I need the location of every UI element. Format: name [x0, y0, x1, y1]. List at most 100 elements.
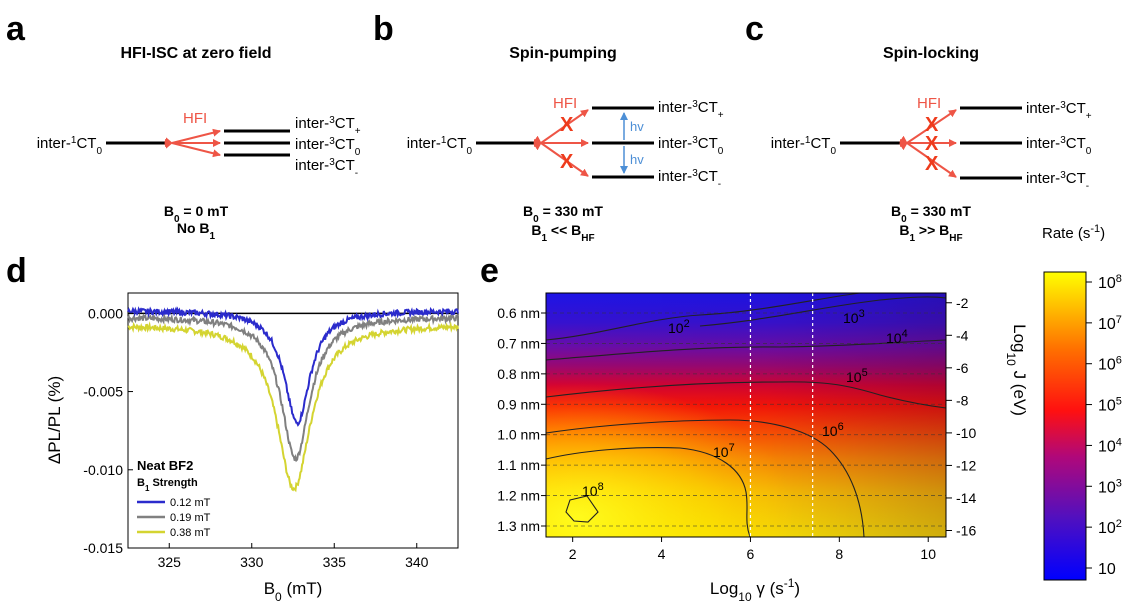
contour-1e3: [699, 296, 947, 327]
right-tick-label: -14: [956, 490, 976, 506]
left-tick-label: 0.8 nm: [497, 366, 540, 382]
triplet-zero-label-c: inter-3CT0: [1026, 135, 1092, 157]
series-line-3: [127, 321, 459, 493]
block-mark-minus-c: X: [925, 153, 939, 175]
legend-entry: 0.38 mT: [170, 527, 211, 539]
right-ticks-e: -2 -4 -6 -8 -10 -12 -14 -16: [946, 295, 976, 538]
x-axis-label-e: Log10 γ (s-1): [710, 576, 800, 602]
contour-1e4: [545, 339, 947, 361]
triplet-plus-label-a: inter-3CT+: [295, 115, 361, 137]
colorbar-tick-label: 10: [1098, 561, 1116, 578]
colorbar-tick-label: 104: [1098, 436, 1122, 455]
left-tick-label: 1.2 nm: [497, 488, 540, 504]
contour-1e2: [545, 292, 861, 341]
hv-label-upper-b: hv: [630, 119, 644, 134]
panel-b: b Spin-pumping HFI inter-1CT0 X X hv hv …: [373, 10, 724, 244]
x-tick-label: 340: [405, 554, 429, 570]
right-tick-label: -12: [956, 457, 976, 473]
x-ticks-d: 325 330 335 340: [158, 543, 429, 570]
legend-title-d: Neat BF2: [137, 458, 193, 473]
panel-label-d: d: [6, 252, 27, 290]
panel-label-a: a: [6, 10, 26, 48]
panel-e: e 102 103 104 105 106 107 108 2 4 6 8 10 0.6 nm 0.7…: [480, 223, 1122, 602]
triplet-plus-label-b: inter-3CT+: [658, 99, 724, 121]
y-axis-right-label-e: Log10 J (eV): [1004, 324, 1029, 416]
legend-entry: 0.19 mT: [170, 512, 211, 524]
block-mark-plus-b: X: [560, 114, 574, 136]
contour-1e5: [545, 381, 947, 409]
right-tick-label: -6: [956, 360, 969, 376]
triplet-minus-label-c: inter-3CT-: [1026, 170, 1089, 192]
legend-subtitle-d: B1 Strength: [137, 477, 198, 493]
right-tick-label: -2: [956, 295, 969, 311]
panel-label-b: b: [373, 10, 394, 48]
contour-label: 105: [846, 367, 868, 385]
triplet-minus-label-a: inter-3CT-: [295, 157, 358, 179]
block-mark-zero-c: X: [925, 133, 939, 155]
colorbar-title: Rate (s-1): [1042, 223, 1105, 242]
hfi-arrow-minus-a: [164, 137, 221, 158]
left-tick-label: 1.0 nm: [497, 427, 540, 443]
hfi-label-c: HFI: [917, 95, 941, 112]
contour-label: 107: [713, 442, 735, 460]
y-tick-label: 0.000: [88, 305, 123, 321]
hfi-arrow-plus-a: [164, 128, 221, 149]
x-tick-label: 2: [569, 546, 577, 562]
y-ticks-d: 0.000 -0.005 -0.010 -0.015: [83, 305, 133, 556]
triplet-zero-label-a: inter-3CT0: [295, 136, 361, 158]
plot-frame-d: [127, 292, 459, 549]
field-b1-b: B1 << BHF: [531, 222, 594, 244]
colorbar-tick-label: 102: [1098, 518, 1122, 537]
left-tick-label: 1.1 nm: [497, 457, 540, 473]
field-b0-c: B0 = 330 mT: [891, 203, 971, 225]
panel-d: d 325 330 335 340 0.000 -0.005 -0.010 -0.015 B…: [6, 252, 459, 602]
hfi-arrow-minus-c: [898, 135, 957, 178]
hfi-label-b: HFI: [553, 95, 577, 112]
series-line-1: [127, 306, 459, 427]
panel-b-title: Spin-pumping: [509, 45, 617, 62]
right-tick-label: -10: [956, 425, 976, 441]
heatmap-e: [546, 293, 946, 537]
y-axis-label-d: ΔPL/PL (%): [45, 376, 64, 464]
left-tick-label: 1.3 nm: [497, 518, 540, 534]
left-tick-label: 0.9 nm: [497, 396, 540, 412]
singlet-label-b: inter-1CT0: [407, 135, 473, 157]
contour-label: 102: [668, 318, 690, 336]
hfi-label-a: HFI: [183, 110, 207, 127]
field-b1-a: No B1: [177, 220, 216, 242]
left-tick-label: 0.7 nm: [497, 335, 540, 351]
legend-d: 0.12 mT 0.19 mT 0.38 mT: [137, 497, 211, 539]
contour-1e6: [545, 419, 865, 538]
triplet-plus-label-c: inter-3CT+: [1026, 100, 1092, 122]
colorbar-tick-label: 105: [1098, 396, 1122, 415]
right-tick-label: -4: [956, 327, 969, 343]
contour-label: 103: [843, 308, 865, 326]
left-tick-label: 0.6 nm: [497, 305, 540, 321]
y-tick-label: -0.015: [83, 540, 123, 556]
x-tick-label: 6: [747, 546, 755, 562]
contour-1e8: [565, 495, 599, 523]
block-mark-minus-b: X: [560, 151, 574, 173]
panel-label-c: c: [745, 10, 764, 48]
x-tick-label: 4: [658, 546, 666, 562]
hfi-arrow-minus-b: [532, 135, 589, 177]
left-ticks-e: 0.6 nm 0.7 nm 0.8 nm 0.9 nm 1.0 nm 1.1 nm 1.2 …: [497, 305, 546, 534]
field-b0-b: B0 = 330 mT: [523, 203, 603, 225]
block-mark-plus-c: X: [925, 114, 939, 136]
x-ticks-e: 2 4 6 8 10: [569, 537, 936, 562]
contours-e: [545, 292, 947, 538]
legend-entry: 0.12 mT: [170, 497, 211, 509]
panel-c: c Spin-locking HFI inter-1CT0 X X X inte…: [745, 10, 1092, 244]
panel-c-title: Spin-locking: [883, 45, 979, 62]
x-tick-label: 10: [920, 546, 936, 562]
dashed-verticals-e: [749, 293, 814, 537]
colorbar-tick-label: 107: [1098, 314, 1122, 333]
x-axis-label-d: B0 (mT): [264, 579, 323, 602]
triplet-minus-label-b: inter-3CT-: [658, 168, 721, 190]
colorbar-tick-label: 108: [1098, 273, 1122, 292]
contour-1e7: [545, 447, 751, 538]
field-b1-c: B1 >> BHF: [899, 222, 962, 244]
x-tick-label: 8: [835, 546, 843, 562]
